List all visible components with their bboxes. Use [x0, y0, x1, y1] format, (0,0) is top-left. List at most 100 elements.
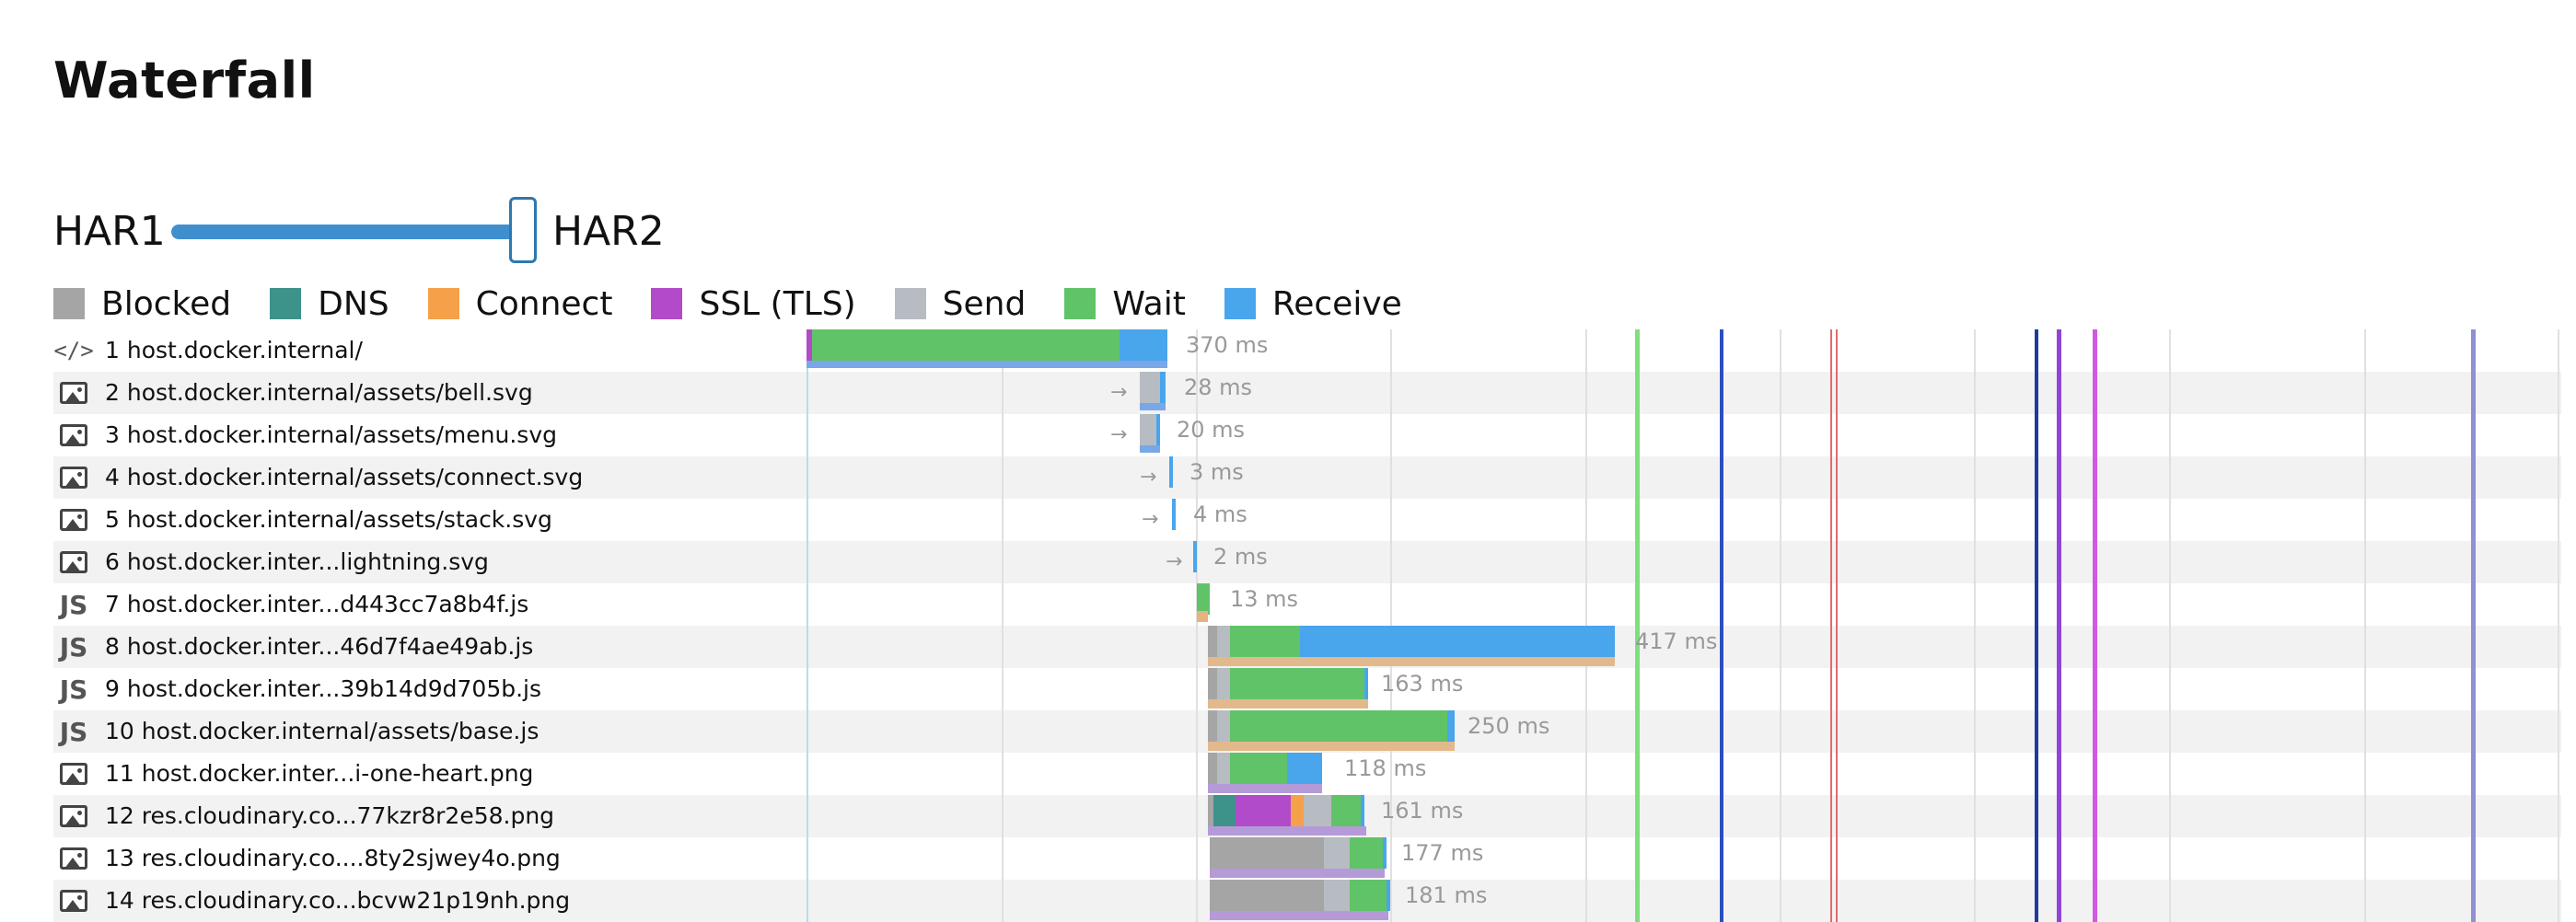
request-row[interactable]: </> 1 host.docker.internal/	[53, 329, 2561, 372]
request-row[interactable]: JS 7 host.docker.inter...d443cc7a8b4f.js	[53, 583, 2561, 626]
timing-bar-segment	[1208, 742, 1455, 751]
request-row[interactable]: 13 res.cloudinary.co....8ty2sjwey4o.png	[53, 837, 2561, 880]
request-duration: 163 ms	[1381, 671, 1464, 697]
redirect-arrow-icon: →	[1110, 381, 1128, 404]
timing-bar-segment	[1208, 699, 1368, 709]
request-url[interactable]: 3 host.docker.internal/assets/menu.svg	[105, 421, 557, 448]
timing-bar-segment	[1160, 372, 1166, 403]
legend-label: Receive	[1271, 284, 1402, 323]
request-duration: 3 ms	[1189, 459, 1244, 485]
timing-bar-segment	[1383, 837, 1387, 869]
timeline-event-marker	[1830, 329, 1832, 922]
image-icon	[57, 503, 90, 536]
timing-bar-segment	[1208, 710, 1217, 742]
redirect-arrow-icon: →	[1142, 508, 1159, 531]
timing-bar-segment	[1230, 753, 1287, 784]
timing-bar-segment	[1350, 880, 1387, 911]
request-url[interactable]: 8 host.docker.inter...46d7f4ae49ab.js	[105, 633, 534, 660]
legend-item: Receive	[1224, 285, 1402, 323]
request-duration: 181 ms	[1405, 882, 1488, 908]
legend-swatch	[894, 288, 926, 319]
timing-bar-segment	[1140, 372, 1160, 403]
timing-bar-segment	[1217, 668, 1230, 699]
request-duration: 2 ms	[1213, 544, 1268, 570]
redirect-arrow-icon: →	[1140, 466, 1157, 489]
request-duration: 118 ms	[1344, 755, 1427, 781]
timing-bar-segment	[1230, 626, 1300, 657]
legend: Blocked DNS Connect SSL (TLS) Send Wait Receiv…	[53, 282, 1441, 326]
timing-bar-segment	[1208, 795, 1213, 826]
har-slider-track[interactable]	[171, 225, 521, 239]
request-url[interactable]: 2 host.docker.internal/assets/bell.svg	[105, 379, 533, 406]
request-url[interactable]: 7 host.docker.inter...d443cc7a8b4f.js	[105, 591, 529, 617]
request-url[interactable]: 5 host.docker.internal/assets/stack.svg	[105, 506, 552, 533]
timeline-gridline	[2169, 329, 2171, 922]
timing-bar-segment	[1210, 911, 1388, 920]
timing-bar-segment	[806, 329, 812, 361]
timing-bar-segment	[1140, 414, 1156, 445]
request-row[interactable]: 11 host.docker.inter...i-one-heart.png	[53, 753, 2561, 795]
timing-bar-segment	[1287, 753, 1322, 784]
legend-item: SSL (TLS)	[651, 284, 856, 323]
request-row[interactable]: 6 host.docker.inter...lightning.svg	[53, 541, 2561, 583]
request-duration: 370 ms	[1186, 332, 1269, 358]
timing-bar-segment	[1197, 583, 1210, 615]
legend-swatch	[651, 288, 683, 319]
request-row[interactable]: 3 host.docker.internal/assets/menu.svg	[53, 414, 2561, 456]
timing-bar-segment	[1208, 784, 1322, 793]
slider-left-label: HAR1	[53, 208, 166, 255]
timing-bar-segment	[1447, 710, 1455, 742]
timeline-event-marker	[2057, 329, 2061, 922]
request-duration: 417 ms	[1635, 628, 1718, 654]
js-icon: JS	[59, 589, 88, 620]
redirect-arrow-icon: →	[1166, 550, 1183, 573]
request-url[interactable]: 11 host.docker.inter...i-one-heart.png	[105, 760, 534, 787]
timing-bar-segment	[1350, 837, 1383, 869]
legend-swatch	[53, 288, 85, 319]
timing-bar-segment	[1304, 795, 1331, 826]
legend-swatch	[270, 288, 302, 319]
request-url[interactable]: 6 host.docker.inter...lightning.svg	[105, 548, 489, 575]
request-url[interactable]: 4 host.docker.internal/assets/connect.sv…	[105, 464, 584, 490]
redirect-arrow-icon: →	[1110, 423, 1128, 446]
timeline-gridline	[1780, 329, 1781, 922]
legend-label: DNS	[318, 284, 389, 323]
timeline-gridline	[2364, 329, 2366, 922]
page-title: Waterfall	[53, 52, 316, 109]
request-row[interactable]: 5 host.docker.internal/assets/stack.svg	[53, 499, 2561, 541]
request-row[interactable]: JS 9 host.docker.inter...39b14d9d705b.js	[53, 668, 2561, 710]
timeline-event-marker	[1720, 329, 1723, 922]
timing-bar-segment	[1291, 795, 1304, 826]
image-icon	[57, 842, 90, 875]
image-icon	[57, 419, 90, 452]
request-url[interactable]: 9 host.docker.inter...39b14d9d705b.js	[105, 675, 542, 702]
legend-swatch	[1064, 288, 1097, 319]
legend-item: Blocked	[53, 285, 231, 323]
request-url[interactable]: 14 res.cloudinary.co...bcvw21p19nh.png	[105, 887, 571, 914]
legend-swatch	[1224, 288, 1256, 319]
timing-bar-segment	[1361, 795, 1364, 826]
timing-bar-segment	[1210, 837, 1324, 869]
timing-bar-segment	[812, 329, 1120, 361]
request-url[interactable]: 12 res.cloudinary.co...77kzr8r2e58.png	[105, 802, 555, 829]
legend-label: Wait	[1112, 284, 1186, 323]
js-icon: JS	[59, 674, 88, 705]
timeline: 370 ms → 28 ms → 20 ms → 3 ms → 4 ms → 2 ms 13 ms 41…	[806, 329, 2561, 922]
timing-bar-segment	[1236, 795, 1291, 826]
request-url[interactable]: 13 res.cloudinary.co....8ty2sjwey4o.png	[105, 845, 561, 871]
request-duration: 20 ms	[1177, 417, 1246, 443]
timing-bar-segment	[1331, 795, 1361, 826]
legend-label: SSL (TLS)	[699, 284, 856, 323]
request-url[interactable]: 1 host.docker.internal/	[105, 337, 363, 363]
request-row[interactable]: 4 host.docker.internal/assets/connect.sv…	[53, 456, 2561, 499]
image-icon	[57, 376, 90, 409]
code-icon: </>	[53, 338, 94, 363]
request-url[interactable]: 10 host.docker.internal/assets/base.js	[105, 718, 540, 744]
legend-item: Send	[894, 285, 1026, 323]
timeline-gridline	[1196, 329, 1198, 922]
request-duration: 28 ms	[1184, 375, 1253, 400]
har-slider-handle[interactable]	[509, 197, 537, 263]
js-icon: JS	[59, 631, 88, 663]
timing-bar-segment	[1364, 668, 1368, 699]
request-row[interactable]: 2 host.docker.internal/assets/bell.svg	[53, 372, 2561, 414]
